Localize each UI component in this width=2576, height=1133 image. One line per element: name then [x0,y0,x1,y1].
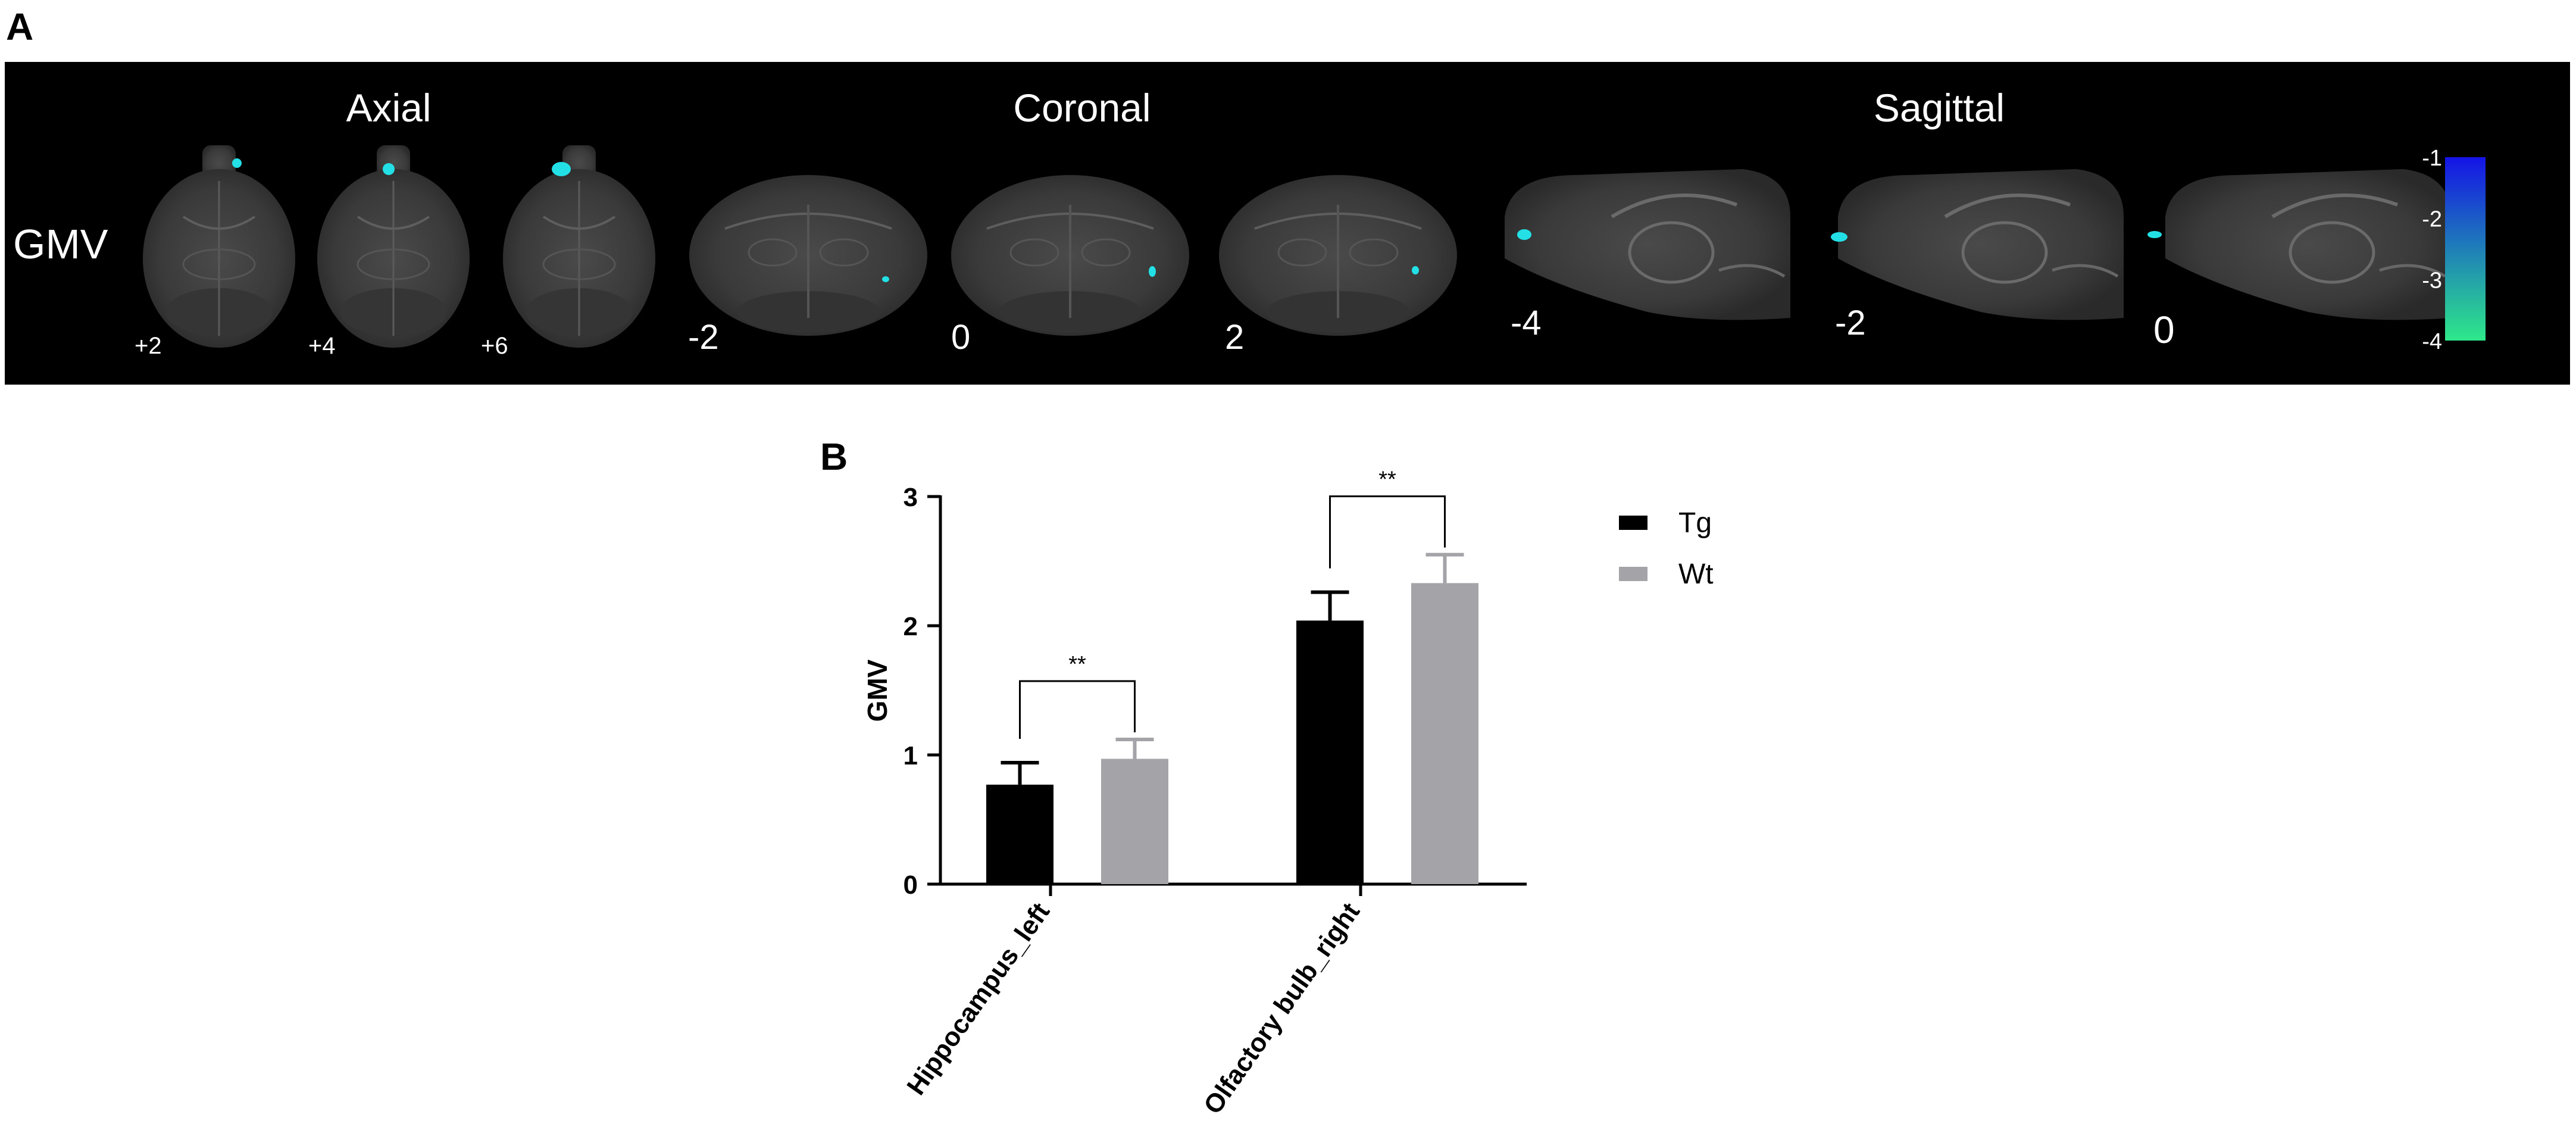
sagittal-slice-image [1505,169,1790,320]
colorbar [2445,157,2486,341]
bar-wt [1411,583,1478,884]
significance-bracket [1329,495,1446,569]
y-tick-label: 1 [904,741,918,770]
colorbar-tick-label: -2 [2422,207,2442,232]
x-tick-label: Olfactory bulb_right [1198,897,1366,1119]
cluster-highlight [1149,266,1156,277]
significance-marker: ** [1068,652,1086,677]
legend-label-tg: Tg [1678,507,1712,539]
slice-coordinate-label: 0 [951,318,970,357]
brain-image-strip: GMV Axial +2 +4 +6 Coronal -2 0 2 Sagittal -4 -2 0 -1… [5,62,2570,385]
axial-slice-image [503,145,655,348]
y-tick-label: 2 [904,612,918,641]
axial-slice-image [143,145,295,348]
sagittal-slice-image [1838,169,2124,320]
cluster-highlight [383,163,395,175]
bar-tg [1296,620,1364,884]
row-label-gmv: GMV [13,221,108,267]
significance-bracket [1019,680,1136,739]
slice-coordinate-label: -2 [688,318,719,357]
coronal-slice-image [1219,175,1457,336]
coronal-slice-image [951,175,1189,336]
axial-slice-image [317,145,470,348]
section-title-axial: Axial [346,86,431,130]
cluster-highlight [1517,229,1531,240]
sagittal-slice-image [2165,169,2451,320]
colorbar-tick-label: -1 [2422,146,2442,171]
gmv-bar-chart: 0 1 2 3 GMV ** Hippocampus_left ** Olfactory bul… [821,452,1774,1128]
y-axis-title: GMV [862,659,893,722]
section-title-coronal: Coronal [1013,86,1151,130]
y-tick-label: 3 [904,483,918,512]
cluster-highlight [232,158,242,168]
cluster-highlight [2147,231,2162,238]
slice-coordinate-label: +2 [135,333,162,359]
legend-swatch-tg [1619,516,1647,530]
section-title-sagittal: Sagittal [1874,86,2005,130]
panel-b-label: B [820,435,848,478]
slice-coordinate-label: -4 [1511,304,1542,342]
colorbar-tick-label: -4 [2422,329,2442,354]
slice-coordinate-label: 2 [1225,318,1244,357]
x-tick-label: Hippocampus_left [901,897,1055,1100]
slice-coordinate-label: 0 [2153,308,2175,351]
slice-coordinate-label: +6 [481,333,508,359]
cluster-highlight [1412,266,1419,274]
cluster-highlight [882,276,889,282]
coronal-slice-image [689,175,927,336]
cluster-highlight [552,162,571,176]
cluster-highlight [1831,232,1847,242]
significance-marker: ** [1378,467,1396,492]
colorbar-tick-label: -3 [2422,268,2442,293]
y-tick-label: 0 [904,870,918,900]
bar-tg [986,784,1053,884]
legend-swatch-wt [1619,567,1647,581]
slice-coordinate-label: +4 [308,333,336,359]
bar-wt [1101,759,1168,884]
legend-label-wt: Wt [1678,558,1714,590]
panel-a-label: A [6,5,34,48]
slice-coordinate-label: -2 [1835,304,1866,342]
